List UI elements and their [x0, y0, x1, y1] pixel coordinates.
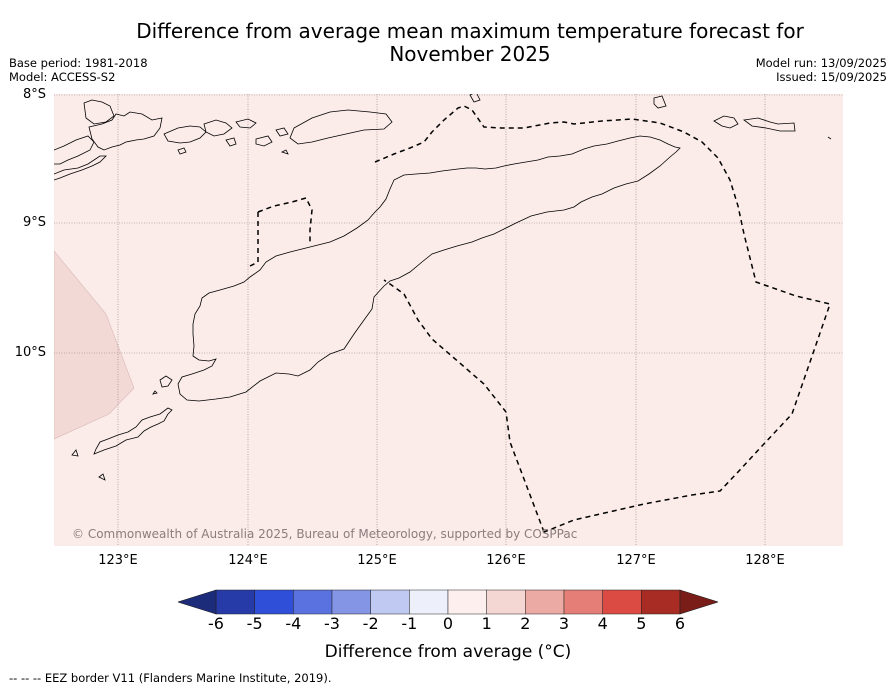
colorbar-tick-label: -2	[362, 614, 379, 633]
colorbar-tick-label: -6	[208, 614, 224, 633]
model-info: Base period: 1981-2018 Model: ACCESS-S2	[9, 56, 148, 84]
colorbar-tick-label: 1	[481, 614, 492, 633]
model-name-text: Model: ACCESS-S2	[9, 70, 116, 84]
eez-oecusse	[249, 197, 313, 267]
lon-label-127e: 127°E	[616, 553, 656, 568]
colorbar-cell	[409, 589, 449, 615]
colorbar-tick-label: 5	[636, 614, 647, 633]
graticule	[54, 94, 843, 546]
colorbar-tick-label: 3	[558, 614, 570, 633]
colorbar-tick-label: -1	[401, 614, 418, 633]
alor-pantar-coastline	[88, 111, 163, 151]
colorbar-tick-label: 2	[520, 614, 531, 633]
model-run-text: Model run: 13/09/2025	[755, 56, 887, 70]
map-svg	[54, 94, 843, 546]
eez-north-enclave	[374, 105, 831, 533]
eez-border	[249, 105, 831, 533]
chart-title-line2: November 2025	[389, 42, 551, 66]
lat-label-8s: 8°S	[22, 87, 46, 102]
colorbar-tick-label: 4	[597, 614, 608, 633]
lon-label-125e: 125°E	[357, 553, 397, 568]
island-northeast	[713, 115, 739, 129]
run-info: Model run: 13/09/2025 Issued: 15/09/2025	[756, 56, 887, 84]
colorbar-cell	[254, 589, 294, 615]
colorbar-tick-label: 0	[442, 614, 454, 633]
colorbar-cell	[447, 589, 487, 615]
anomaly-patch	[54, 250, 135, 440]
colorbar-cell	[215, 589, 255, 615]
colorbar-tick-label: -5	[246, 614, 263, 633]
lon-label-126e: 126°E	[486, 553, 526, 568]
coastlines	[54, 94, 832, 481]
lon-label-128e: 128°E	[745, 553, 785, 568]
lat-label-10s: 10°S	[14, 345, 46, 360]
chart-title-line1: Difference from average mean maximum tem…	[136, 19, 804, 43]
chart-title: Difference from average mean maximum tem…	[90, 20, 850, 66]
colorbar-cell	[563, 589, 603, 615]
colorbar-cell	[641, 589, 681, 615]
colorbar-cell	[602, 589, 642, 615]
issued-text: Issued: 15/09/2025	[776, 70, 887, 84]
colorbar-cell	[370, 589, 410, 615]
colorbar-over-arrow	[679, 589, 718, 615]
island-southwest	[93, 407, 173, 455]
colorbar-cell	[331, 589, 371, 615]
colorbar-tick-label: -3	[324, 614, 340, 633]
base-period-text: Base period: 1981-2018	[9, 56, 148, 70]
forecast-map	[54, 94, 843, 546]
colorbar-under-arrow	[178, 589, 217, 615]
colorbar-cell	[293, 589, 333, 615]
colorbar-tick-label: 6	[674, 614, 686, 633]
eez-footnote: -- -- -- EEZ border V11 (Flanders Marine…	[9, 671, 332, 685]
colorbar-label: Difference from average (°C)	[324, 642, 572, 662]
copyright-notice: © Commonwealth of Australia 2025, Bureau…	[72, 527, 578, 541]
lon-label-124e: 124°E	[228, 553, 268, 568]
eez-south-boundary	[383, 279, 545, 533]
colorbar-cell	[525, 589, 565, 615]
colorbar-tick-label: -4	[285, 614, 302, 633]
lon-label-123e: 123°E	[98, 553, 138, 568]
timor-coastline	[177, 135, 681, 402]
colorbar	[178, 589, 718, 615]
colorbar-cell	[486, 589, 526, 615]
lat-label-9s: 9°S	[22, 215, 46, 230]
